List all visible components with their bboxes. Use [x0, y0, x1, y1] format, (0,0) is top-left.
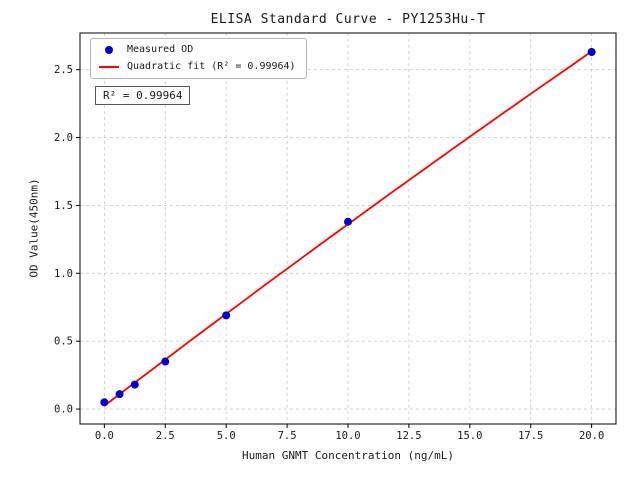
svg-text:0.0: 0.0 — [95, 430, 114, 442]
legend-label-quadratic-fit: Quadratic fit (R² = 0.99964) — [127, 61, 296, 72]
svg-text:2.5: 2.5 — [156, 430, 175, 442]
svg-text:2.5: 2.5 — [54, 64, 73, 76]
legend-item-measured-od: Measured OD — [99, 44, 296, 56]
quadratic-fit-marker-wrap — [99, 66, 119, 68]
blue-dot-icon — [105, 46, 113, 54]
svg-text:1.0: 1.0 — [54, 268, 73, 280]
chart-title: ELISA Standard Curve - PY1253Hu-T — [210, 12, 486, 27]
svg-text:0.5: 0.5 — [54, 336, 73, 348]
svg-text:2.0: 2.0 — [54, 132, 73, 144]
svg-text:5.0: 5.0 — [217, 430, 236, 442]
measured-od-marker-wrap — [99, 46, 119, 54]
svg-text:12.5: 12.5 — [396, 430, 421, 442]
legend-item-quadratic-fit: Quadratic fit (R² = 0.99964) — [99, 61, 296, 73]
x-axis-label: Human GNMT Concentration (ng/mL) — [242, 449, 454, 462]
svg-text:15.0: 15.0 — [457, 430, 482, 442]
svg-text:1.5: 1.5 — [54, 200, 73, 212]
y-axis-label: OD Value(450nm) — [27, 178, 41, 278]
r-squared-annotation: R² = 0.99964 — [95, 86, 191, 105]
legend-label-measured-od: Measured OD — [127, 44, 194, 55]
svg-text:10.0: 10.0 — [335, 430, 360, 442]
red-line-icon — [99, 66, 119, 68]
legend: Measured OD Quadratic fit (R² = 0.99964) — [90, 38, 307, 79]
svg-text:20.0: 20.0 — [579, 430, 604, 442]
svg-text:17.5: 17.5 — [518, 430, 543, 442]
svg-text:7.5: 7.5 — [278, 430, 297, 442]
svg-text:0.0: 0.0 — [54, 404, 73, 416]
